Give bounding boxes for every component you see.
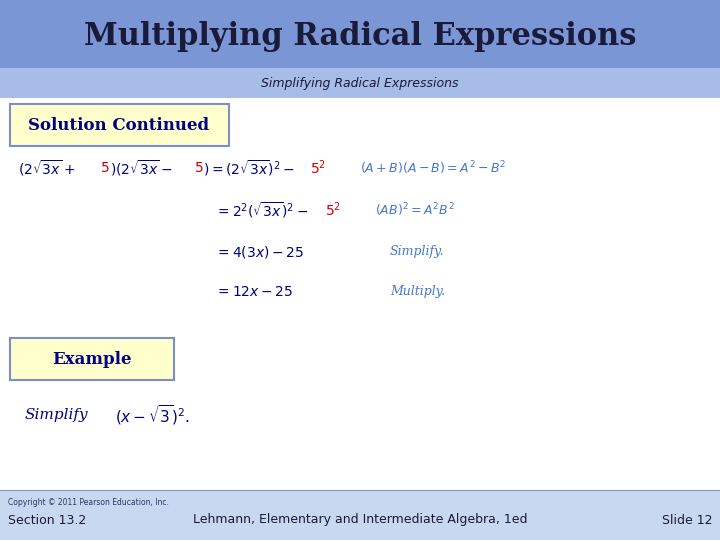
Text: $(2\sqrt{3x}+$: $(2\sqrt{3x}+$ [18, 158, 76, 178]
Text: $)(2\sqrt{3x}-$: $)(2\sqrt{3x}-$ [110, 158, 173, 178]
Text: Copyright © 2011 Pearson Education, Inc.: Copyright © 2011 Pearson Education, Inc. [8, 498, 169, 507]
Text: $5^2$: $5^2$ [325, 201, 341, 219]
Text: Simplifying Radical Expressions: Simplifying Radical Expressions [261, 78, 459, 91]
Text: $5^2$: $5^2$ [310, 159, 326, 177]
Text: Section 13.2: Section 13.2 [8, 514, 86, 526]
FancyBboxPatch shape [10, 338, 174, 380]
Text: $)=(2\sqrt{3x})^2-$: $)=(2\sqrt{3x})^2-$ [203, 158, 295, 178]
Text: $=12x-25$: $=12x-25$ [215, 285, 293, 299]
Text: Example: Example [53, 350, 132, 368]
Bar [0, 0, 720, 68]
Text: $5$: $5$ [100, 161, 109, 175]
Bar [0, 490, 720, 540]
Text: Simplify.: Simplify. [390, 246, 445, 259]
Text: Lehmann, Elementary and Intermediate Algebra, 1ed: Lehmann, Elementary and Intermediate Alg… [193, 514, 527, 526]
Text: Simplify: Simplify [25, 408, 89, 422]
Text: $5$: $5$ [194, 161, 204, 175]
Text: $(AB)^2=A^2B^2$: $(AB)^2=A^2B^2$ [375, 201, 454, 219]
Text: $=4(3x)-25$: $=4(3x)-25$ [215, 244, 304, 260]
Text: $(x-\sqrt{3})^2.$: $(x-\sqrt{3})^2.$ [115, 403, 190, 427]
Text: $(A+B)(A-B)=A^2-B^2$: $(A+B)(A-B)=A^2-B^2$ [360, 159, 506, 177]
Text: Solution Continued: Solution Continued [28, 117, 210, 133]
Text: $=2^2(\sqrt{3x})^2-$: $=2^2(\sqrt{3x})^2-$ [215, 200, 308, 220]
Bar [0, 68, 720, 98]
Text: Slide 12: Slide 12 [662, 514, 712, 526]
Text: Multiplying Radical Expressions: Multiplying Radical Expressions [84, 22, 636, 52]
FancyBboxPatch shape [10, 104, 229, 146]
Text: Multiply.: Multiply. [390, 286, 445, 299]
Bar [0, 98, 720, 490]
